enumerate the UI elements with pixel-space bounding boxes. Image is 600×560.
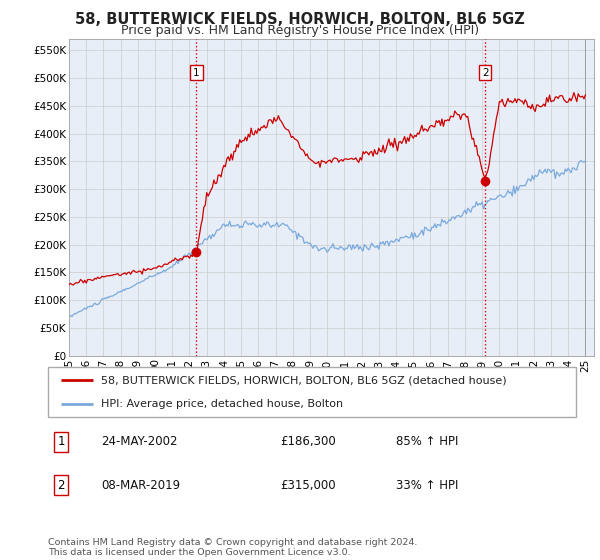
Text: 58, BUTTERWICK FIELDS, HORWICH, BOLTON, BL6 5GZ (detached house): 58, BUTTERWICK FIELDS, HORWICH, BOLTON, … [101, 375, 506, 385]
Text: 1: 1 [193, 68, 200, 77]
Text: 08-MAR-2019: 08-MAR-2019 [101, 479, 180, 492]
Text: 33% ↑ HPI: 33% ↑ HPI [397, 479, 459, 492]
FancyBboxPatch shape [48, 367, 576, 417]
Text: 85% ↑ HPI: 85% ↑ HPI [397, 435, 459, 449]
Text: 2: 2 [482, 68, 488, 77]
Text: HPI: Average price, detached house, Bolton: HPI: Average price, detached house, Bolt… [101, 399, 343, 409]
Text: 58, BUTTERWICK FIELDS, HORWICH, BOLTON, BL6 5GZ: 58, BUTTERWICK FIELDS, HORWICH, BOLTON, … [75, 12, 525, 27]
Text: 2: 2 [58, 479, 65, 492]
Text: £315,000: £315,000 [280, 479, 336, 492]
Text: Contains HM Land Registry data © Crown copyright and database right 2024.
This d: Contains HM Land Registry data © Crown c… [48, 538, 418, 557]
Text: 1: 1 [58, 435, 65, 449]
Text: £186,300: £186,300 [280, 435, 336, 449]
Text: 24-MAY-2002: 24-MAY-2002 [101, 435, 178, 449]
Text: Price paid vs. HM Land Registry's House Price Index (HPI): Price paid vs. HM Land Registry's House … [121, 24, 479, 37]
